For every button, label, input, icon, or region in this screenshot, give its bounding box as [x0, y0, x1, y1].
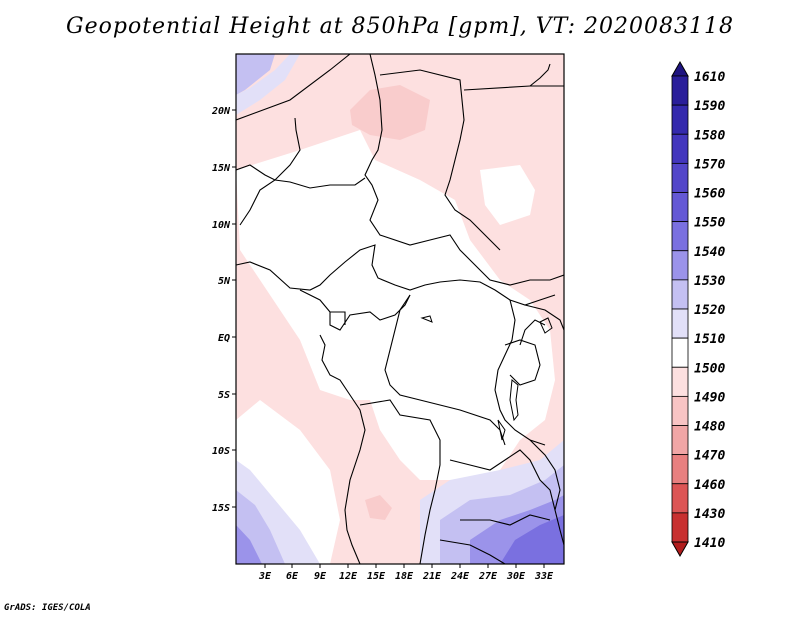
lon-label-24e: 24E	[450, 571, 470, 582]
colorbar-swatch	[671, 512, 689, 543]
colorbar-swatch	[671, 133, 689, 164]
lat-label-10n: 10N	[212, 220, 231, 231]
latitude-axis: 20N 15N 10N 5N EQ 5S 10S 15S	[211, 106, 236, 514]
colorbar-swatch	[671, 395, 689, 426]
red-sea-coast	[529, 63, 551, 87]
colorbar-swatch	[671, 104, 689, 135]
colorbar-level-label: 1480	[694, 420, 725, 435]
lon-label-3e: 3E	[258, 571, 272, 582]
contour-1520-nw	[236, 54, 300, 115]
colorbar-swatch	[671, 221, 689, 252]
colorbar-bottom-arrow	[671, 541, 689, 558]
colorbar-level-label: 1580	[694, 128, 725, 143]
height-field	[236, 54, 564, 564]
lon-label-30e: 30E	[506, 571, 526, 582]
colorbar-swatch	[671, 279, 689, 310]
colorbar-level-label: 1510	[694, 332, 725, 347]
colorbar-level-label: 1570	[694, 157, 725, 172]
lakes	[420, 315, 553, 441]
map-frame	[235, 53, 565, 565]
colorbar-level-label: 1500	[694, 361, 725, 376]
lon-label-27e: 27E	[478, 571, 498, 582]
colorbar-swatch	[671, 192, 689, 223]
colorbar-level-label: 1410	[694, 536, 725, 551]
contour-1530-nw	[236, 54, 275, 95]
contour-1540-sw	[236, 525, 262, 564]
colorbar-level-label: 1470	[694, 449, 725, 464]
colorbar-level-label: 1520	[694, 303, 725, 318]
lat-label-10s: 10S	[212, 446, 230, 457]
colorbar-level-label: 1540	[694, 245, 725, 260]
colorbar-level-label: 1430	[694, 507, 725, 522]
colorbar-level-label: 1560	[694, 187, 725, 202]
lat-label-20n: 20N	[211, 106, 231, 117]
colorbar-swatch	[671, 162, 689, 193]
colorbar-swatch	[671, 250, 689, 281]
grads-credit: GrADS: IGES/COLA	[4, 603, 91, 613]
lon-label-18e: 18E	[395, 571, 414, 582]
colorbar-level-label: 1590	[694, 99, 725, 114]
colorbar-swatch	[671, 483, 689, 514]
lat-label-15s: 15S	[212, 503, 230, 514]
lat-label-15n: 15N	[212, 163, 231, 174]
map-title: Geopotential Height at 850hPa [gpm], VT:…	[66, 14, 734, 39]
colorbar-level-label: 1460	[694, 478, 725, 493]
colorbar-swatch	[671, 75, 689, 106]
colorbar-swatch	[671, 337, 689, 368]
lon-label-21e: 21E	[422, 571, 442, 582]
colorbar: 1610 1590 1580 1570 1560 1550 1540 1530 1520 1510…	[671, 60, 725, 558]
colorbar-swatch	[671, 454, 689, 485]
lon-label-33e: 33E	[534, 571, 554, 582]
lon-label-9e: 9E	[314, 571, 327, 582]
lat-label-5s: 5S	[218, 390, 230, 401]
colorbar-level-label: 1530	[694, 274, 725, 289]
contour-1500-south	[365, 495, 392, 520]
lat-label-eq: EQ	[218, 333, 230, 344]
colorbar-swatch	[671, 425, 689, 456]
longitude-axis: 3E 6E 9E 12E 15E 18E 21E 24E 27E 30E 33E	[258, 564, 554, 582]
colorbar-swatch	[671, 308, 689, 339]
contour-1500-north	[350, 85, 430, 140]
colorbar-level-label: 1550	[694, 216, 725, 231]
contour-1510-east	[480, 165, 535, 225]
lon-label-12e: 12E	[339, 571, 358, 582]
contour-1510-region	[236, 130, 555, 480]
colorbar-level-label: 1610	[694, 70, 725, 85]
colorbar-swatch	[671, 366, 689, 397]
colorbar-top-arrow	[671, 60, 689, 77]
lon-label-6e: 6E	[286, 571, 299, 582]
lon-label-15e: 15E	[367, 571, 386, 582]
colorbar-level-label: 1490	[694, 390, 725, 405]
lat-label-5n: 5N	[218, 276, 231, 287]
contour-1550-se	[500, 515, 564, 564]
